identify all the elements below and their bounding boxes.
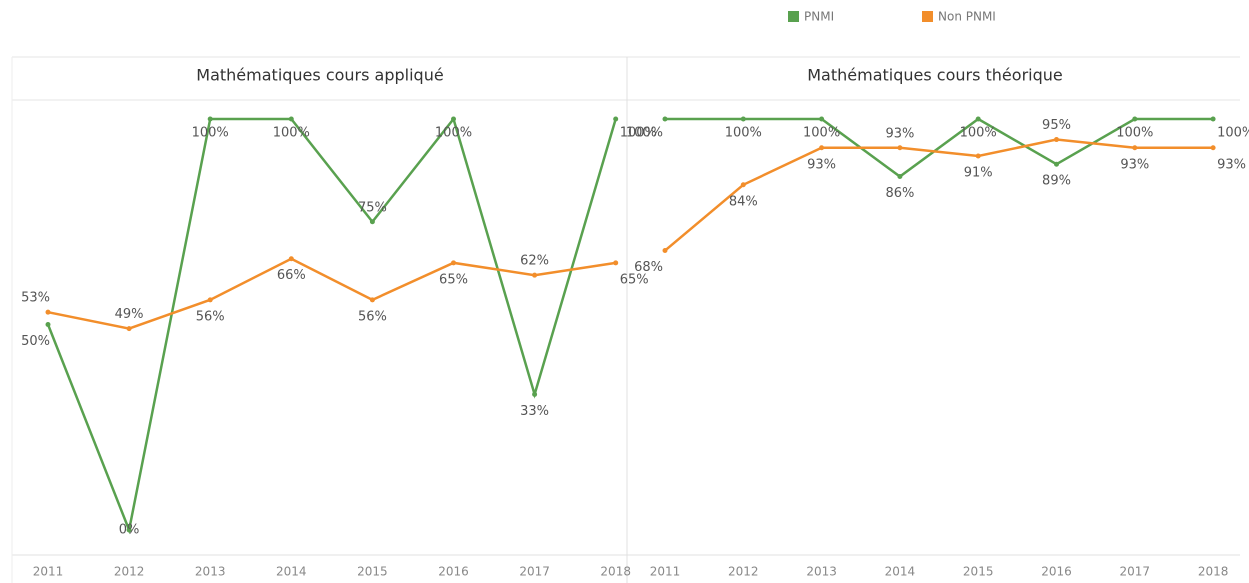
x-tick-label: 2017	[1120, 565, 1151, 579]
x-tick-label: 2011	[650, 565, 681, 579]
x-tick-label: 2011	[33, 565, 64, 579]
point	[613, 260, 619, 266]
point	[897, 145, 903, 151]
data-label: 0%	[119, 523, 140, 538]
data-label: 89%	[1042, 174, 1071, 189]
data-label: 93%	[1217, 157, 1246, 172]
chart-title: Mathématiques cours appliqué	[196, 66, 443, 85]
point	[451, 260, 456, 266]
data-label: 33%	[520, 404, 549, 419]
x-tick-label: 2012	[728, 565, 759, 579]
point	[451, 116, 456, 122]
point	[975, 116, 981, 122]
point	[207, 116, 213, 122]
point	[1210, 145, 1216, 151]
data-label: 93%	[885, 126, 914, 141]
series-line: PNMI	[46, 116, 617, 535]
data-label: 62%	[520, 254, 549, 269]
point	[975, 153, 981, 159]
x-tick-label: 2012	[114, 565, 145, 579]
data-label: 86%	[885, 186, 914, 201]
point	[740, 116, 746, 122]
data-label: 65%	[620, 272, 649, 287]
data-label: 68%	[634, 260, 663, 275]
point	[613, 116, 619, 122]
point	[1210, 116, 1216, 122]
data-label: 100%	[273, 126, 310, 141]
x-tick-label: 2013	[806, 565, 837, 579]
point	[369, 219, 375, 225]
x-tick-label: 2015	[963, 565, 994, 579]
data-label: 56%	[358, 309, 387, 324]
data-label: 100%	[626, 126, 663, 141]
point	[207, 297, 213, 303]
data-label: 95%	[1042, 118, 1071, 133]
data-label: 75%	[358, 200, 387, 215]
point	[662, 116, 668, 122]
data-label: 84%	[729, 194, 758, 209]
point	[288, 256, 294, 262]
chart-title: Mathématiques cours théorique	[807, 66, 1062, 85]
x-tick-label: 2016	[438, 565, 469, 579]
x-tick-label: 2018	[600, 565, 631, 579]
x-tick-label: 2015	[357, 565, 388, 579]
data-label: 100%	[435, 126, 472, 141]
point	[126, 527, 132, 533]
point	[126, 326, 132, 332]
point	[45, 322, 51, 327]
data-label: 49%	[115, 307, 144, 322]
data-label: 100%	[725, 126, 762, 141]
data-label: 93%	[807, 157, 836, 172]
legend-label: Non PNMI	[938, 10, 996, 24]
data-label: 100%	[1217, 126, 1249, 141]
x-tick-label: 2014	[276, 565, 307, 579]
series-line: PNMI	[665, 117, 1214, 179]
data-label: 91%	[964, 165, 993, 180]
point	[1132, 145, 1138, 151]
legend-swatch	[922, 11, 933, 22]
data-label: 100%	[803, 126, 840, 141]
x-tick-label: 2014	[885, 565, 916, 579]
x-tick-label: 2017	[519, 565, 550, 579]
point	[288, 116, 294, 122]
series-line: Non PNMI	[664, 138, 1214, 252]
point	[45, 309, 51, 315]
x-tick-label: 2018	[1198, 565, 1229, 579]
data-label: 100%	[192, 126, 229, 141]
point	[662, 248, 668, 254]
point	[369, 297, 375, 303]
legend-label: PNMI	[804, 10, 834, 24]
data-label: 53%	[21, 291, 50, 306]
point	[819, 145, 825, 151]
legend-swatch	[788, 11, 799, 22]
point	[819, 116, 825, 122]
data-label: 66%	[277, 268, 306, 283]
data-label: 100%	[1116, 126, 1153, 141]
series-line: Non PNMI	[47, 257, 616, 330]
data-label: 56%	[196, 309, 225, 324]
point	[532, 272, 538, 278]
point	[897, 174, 903, 180]
data-label: 100%	[960, 126, 997, 141]
data-label: 93%	[1120, 157, 1149, 172]
data-label: 100%	[620, 126, 657, 141]
data-label: 50%	[21, 334, 50, 349]
point	[1132, 116, 1138, 122]
x-tick-label: 2013	[195, 565, 226, 579]
point	[1054, 161, 1059, 167]
point	[1054, 137, 1059, 143]
point	[740, 182, 746, 188]
point	[532, 391, 538, 397]
data-label: 65%	[439, 272, 468, 287]
x-tick-label: 2016	[1041, 565, 1072, 579]
